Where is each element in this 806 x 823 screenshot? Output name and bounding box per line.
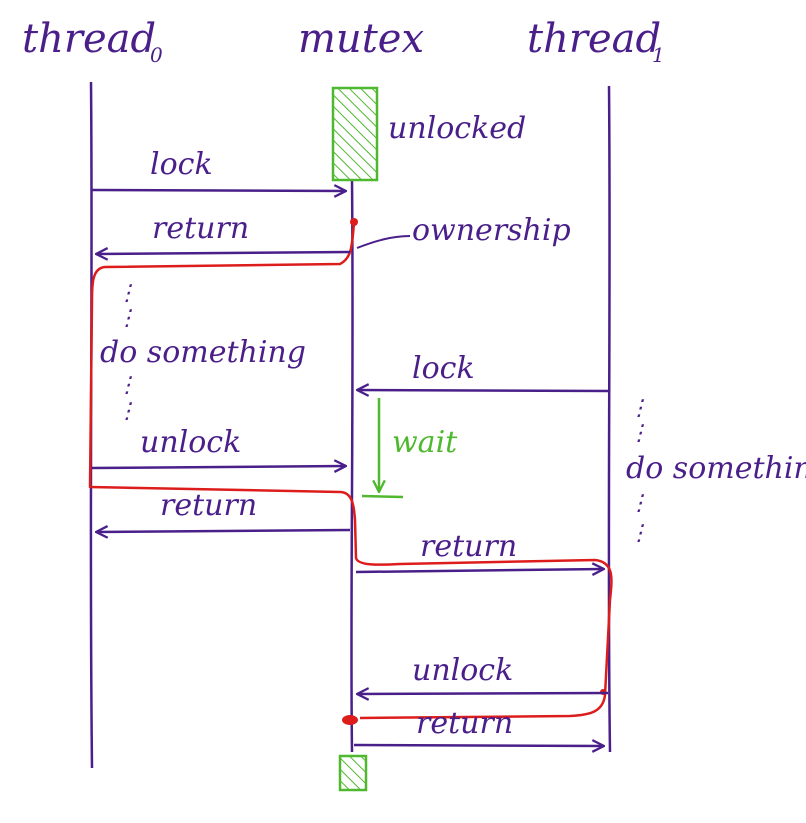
- mutex-header: mutex: [298, 16, 424, 62]
- t1-unlock-arrow: [357, 693, 609, 694]
- t1-dots-bottom-2: ⋮: [628, 521, 650, 546]
- t1-return2-arrow: [353, 745, 604, 746]
- ownership-end-dot: [342, 715, 358, 725]
- mutex-unlocked-box-end: [338, 754, 368, 792]
- t1-dots-bottom: ⋮: [628, 491, 650, 516]
- t0-dots-bottom-2: ⋮: [116, 399, 138, 424]
- mutex-unlocked-box: [331, 86, 379, 182]
- thread1-lifeline: [607, 85, 612, 753]
- t0-do-something-label: do something: [100, 335, 306, 370]
- thread0-header-subscript: 0: [150, 43, 163, 67]
- t0-unlock-label: unlock: [140, 425, 241, 460]
- t1-return1-arrow: [355, 569, 604, 572]
- wait-bar: [361, 494, 404, 499]
- t1-lock-label: lock: [412, 351, 475, 386]
- t0-dots-bottom: ⋮: [116, 373, 138, 398]
- t0-dots-top-2: ⋮: [116, 306, 138, 331]
- unlocked-label: unlocked: [388, 111, 526, 146]
- t0-return1-label: return: [152, 211, 249, 246]
- thread1-header-subscript: 1: [652, 43, 665, 67]
- t0-return2-arrow: [96, 530, 351, 532]
- thread1-header: thread: [527, 16, 661, 62]
- t0-lock-arrow: [91, 190, 346, 191]
- t1-dots-top-2: ⋮: [628, 421, 650, 446]
- ownership-path: [88, 222, 613, 720]
- t0-return1-arrow: [96, 252, 351, 254]
- t0-lock-label: lock: [150, 147, 213, 182]
- wait-label: wait: [392, 425, 458, 460]
- ownership-pointer: [356, 235, 411, 249]
- t0-return2-label: return: [160, 488, 257, 523]
- t0-dots-top: ⋮: [116, 281, 138, 306]
- mutex-lifeline: [350, 179, 354, 753]
- t0-unlock-arrow: [91, 466, 346, 468]
- thread0-header: thread: [22, 16, 156, 62]
- ownership-start-dot: [350, 218, 358, 226]
- t1-unlock-label: unlock: [412, 653, 513, 688]
- t1-do-something-label: do something: [626, 451, 806, 486]
- t1-return1-label: return: [420, 529, 517, 564]
- t1-return2-label: return: [416, 706, 513, 741]
- t1-lock-arrow: [357, 390, 609, 391]
- t1-dots-top: ⋮: [628, 396, 650, 421]
- ownership-label: ownership: [412, 213, 571, 248]
